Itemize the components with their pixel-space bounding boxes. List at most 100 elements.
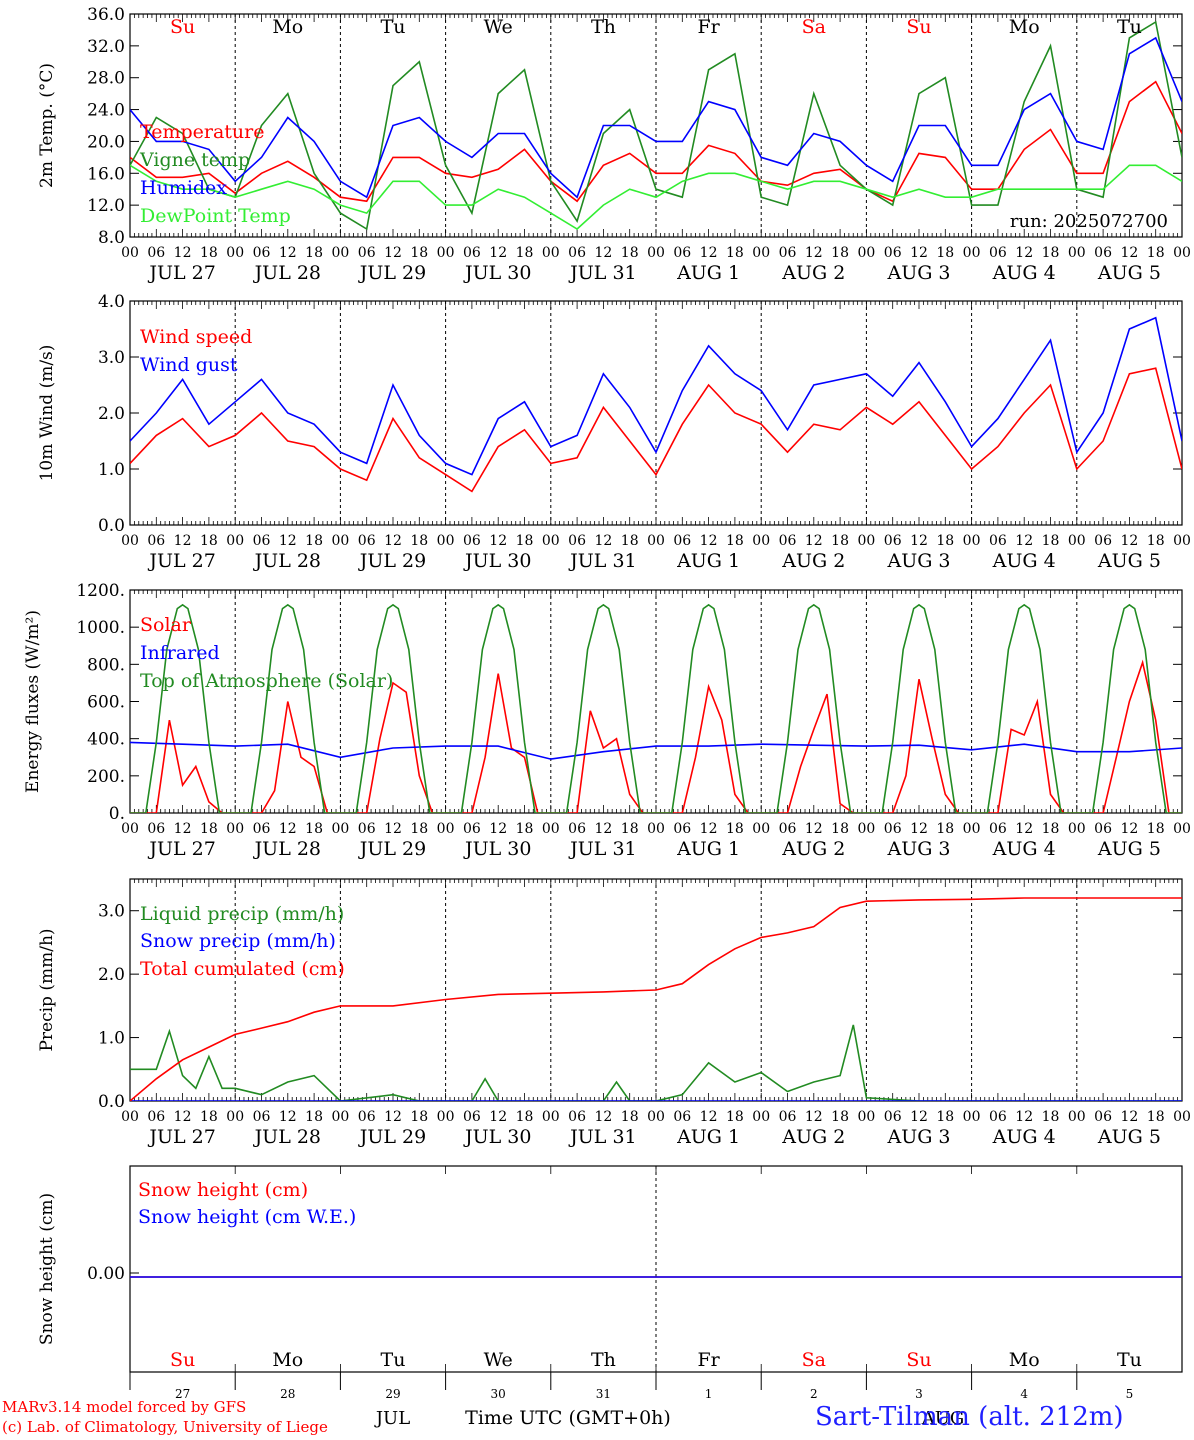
- y-tick-label: 12.0: [87, 196, 125, 216]
- hour-label: 12: [174, 1109, 192, 1125]
- hour-label: 06: [1094, 821, 1112, 837]
- hour-label: 18: [831, 1109, 849, 1125]
- hour-label: 12: [594, 1109, 612, 1125]
- legend-wind-speed: Wind speed: [140, 326, 252, 348]
- weekday-label: Fr: [697, 1349, 720, 1371]
- y-tick-label: 800.: [87, 655, 125, 675]
- y-axis-title: 2m Temp. (°C): [37, 63, 57, 188]
- hour-label: 00: [752, 533, 770, 549]
- hour-label: 06: [463, 245, 481, 261]
- hour-label: 00: [331, 245, 349, 261]
- hour-label: 00: [1068, 533, 1086, 549]
- y-tick-label: 1000.: [76, 618, 125, 638]
- hour-label: 18: [621, 821, 639, 837]
- hour-label: 12: [1120, 533, 1138, 549]
- date-label: AUG 3: [886, 838, 950, 860]
- date-label: JUL 27: [147, 262, 215, 284]
- hour-label: 06: [884, 533, 902, 549]
- hour-label: 12: [1120, 1109, 1138, 1125]
- hour-label: 12: [174, 245, 192, 261]
- bottom-day-number: 2: [810, 1387, 818, 1401]
- bottom-day-number: 31: [596, 1387, 611, 1401]
- hour-label: 00: [121, 245, 139, 261]
- hour-label: 18: [305, 821, 323, 837]
- hour-label: 00: [647, 821, 665, 837]
- hour-label: 18: [726, 245, 744, 261]
- hour-label: 06: [989, 821, 1007, 837]
- hour-label: 12: [384, 245, 402, 261]
- y-axis-title: Precip (mm/h): [37, 928, 57, 1051]
- panel-3: [129, 589, 1183, 814]
- date-label: AUG 4: [992, 1126, 1056, 1148]
- hour-label: 18: [200, 533, 218, 549]
- hour-label: 18: [410, 245, 428, 261]
- panel-4: [129, 878, 1183, 1102]
- legend-total-cumulated-cm-: Total cumulated (cm): [140, 958, 345, 980]
- date-label: JUL 27: [147, 1126, 215, 1148]
- date-label: JUL 30: [463, 838, 531, 860]
- weekday-label: Mo: [1009, 16, 1040, 38]
- y-tick-label: 0.0: [98, 1092, 125, 1112]
- panel-2: [129, 300, 1183, 526]
- y-tick-label: 16.0: [87, 164, 125, 184]
- date-label: JUL 27: [147, 550, 215, 572]
- hour-label: 00: [752, 1109, 770, 1125]
- bottom-day-number: 30: [491, 1387, 506, 1401]
- hour-label: 18: [621, 1109, 639, 1125]
- y-axis-title: Energy fluxes (W/m²): [23, 610, 43, 793]
- hour-label: 12: [279, 245, 297, 261]
- y-tick-label: 28.0: [87, 69, 125, 89]
- hour-label: 18: [1147, 245, 1165, 261]
- hour-label: 06: [1094, 1109, 1112, 1125]
- weekday-label: Sa: [802, 1349, 826, 1371]
- y-axis-title: Snow height (cm): [37, 1193, 57, 1345]
- hour-label: 06: [253, 533, 271, 549]
- date-label: AUG 4: [992, 838, 1056, 860]
- bottom-day-number: 5: [1126, 1387, 1134, 1401]
- hour-label: 00: [963, 533, 981, 549]
- hour-label: 18: [726, 821, 744, 837]
- hour-label: 18: [305, 245, 323, 261]
- y-tick-label: 400.: [87, 730, 125, 750]
- hour-label: 00: [752, 245, 770, 261]
- series-group: [130, 897, 1182, 1101]
- weekday-label: Th: [591, 1349, 616, 1371]
- series-line-wind-gust: [130, 316, 1182, 476]
- hour-label: 12: [489, 821, 507, 837]
- date-label: JUL 29: [358, 1126, 426, 1148]
- hour-label: 18: [200, 245, 218, 261]
- hour-label: 18: [305, 533, 323, 549]
- hour-label: 12: [910, 245, 928, 261]
- hour-label: 06: [779, 533, 797, 549]
- hour-label: 12: [1015, 533, 1033, 549]
- hour-label: 12: [384, 1109, 402, 1125]
- hour-label: 12: [489, 245, 507, 261]
- legend-solar: Solar: [140, 614, 192, 636]
- hour-label: 06: [779, 245, 797, 261]
- hour-label: 00: [331, 821, 349, 837]
- hour-label: 18: [200, 821, 218, 837]
- hour-label: 12: [805, 821, 823, 837]
- series-line-liquid-precip-mm-h-: [130, 1024, 1182, 1101]
- hour-label: 06: [147, 1109, 165, 1125]
- date-label: AUG 5: [1097, 1126, 1161, 1148]
- hour-label: 12: [700, 1109, 718, 1125]
- hour-label: 00: [437, 533, 455, 549]
- legend-wind-gust: Wind gust: [140, 354, 238, 376]
- hour-label: 12: [805, 245, 823, 261]
- date-label: JUL 31: [568, 550, 636, 572]
- date-label: JUL 28: [253, 1126, 321, 1148]
- hour-label: 06: [147, 821, 165, 837]
- hour-label: 00: [542, 245, 560, 261]
- legend-infrared: Infrared: [140, 642, 220, 664]
- hour-label: 12: [174, 533, 192, 549]
- hour-label: 12: [174, 821, 192, 837]
- date-label: AUG 5: [1097, 550, 1161, 572]
- legend-liquid-precip-mm-h-: Liquid precip (mm/h): [140, 903, 344, 925]
- y-tick-label: 1.0: [98, 1029, 125, 1049]
- hour-label: 12: [489, 1109, 507, 1125]
- bottom-day-number: 4: [1020, 1387, 1028, 1401]
- hour-label: 12: [910, 1109, 928, 1125]
- hour-label: 12: [700, 533, 718, 549]
